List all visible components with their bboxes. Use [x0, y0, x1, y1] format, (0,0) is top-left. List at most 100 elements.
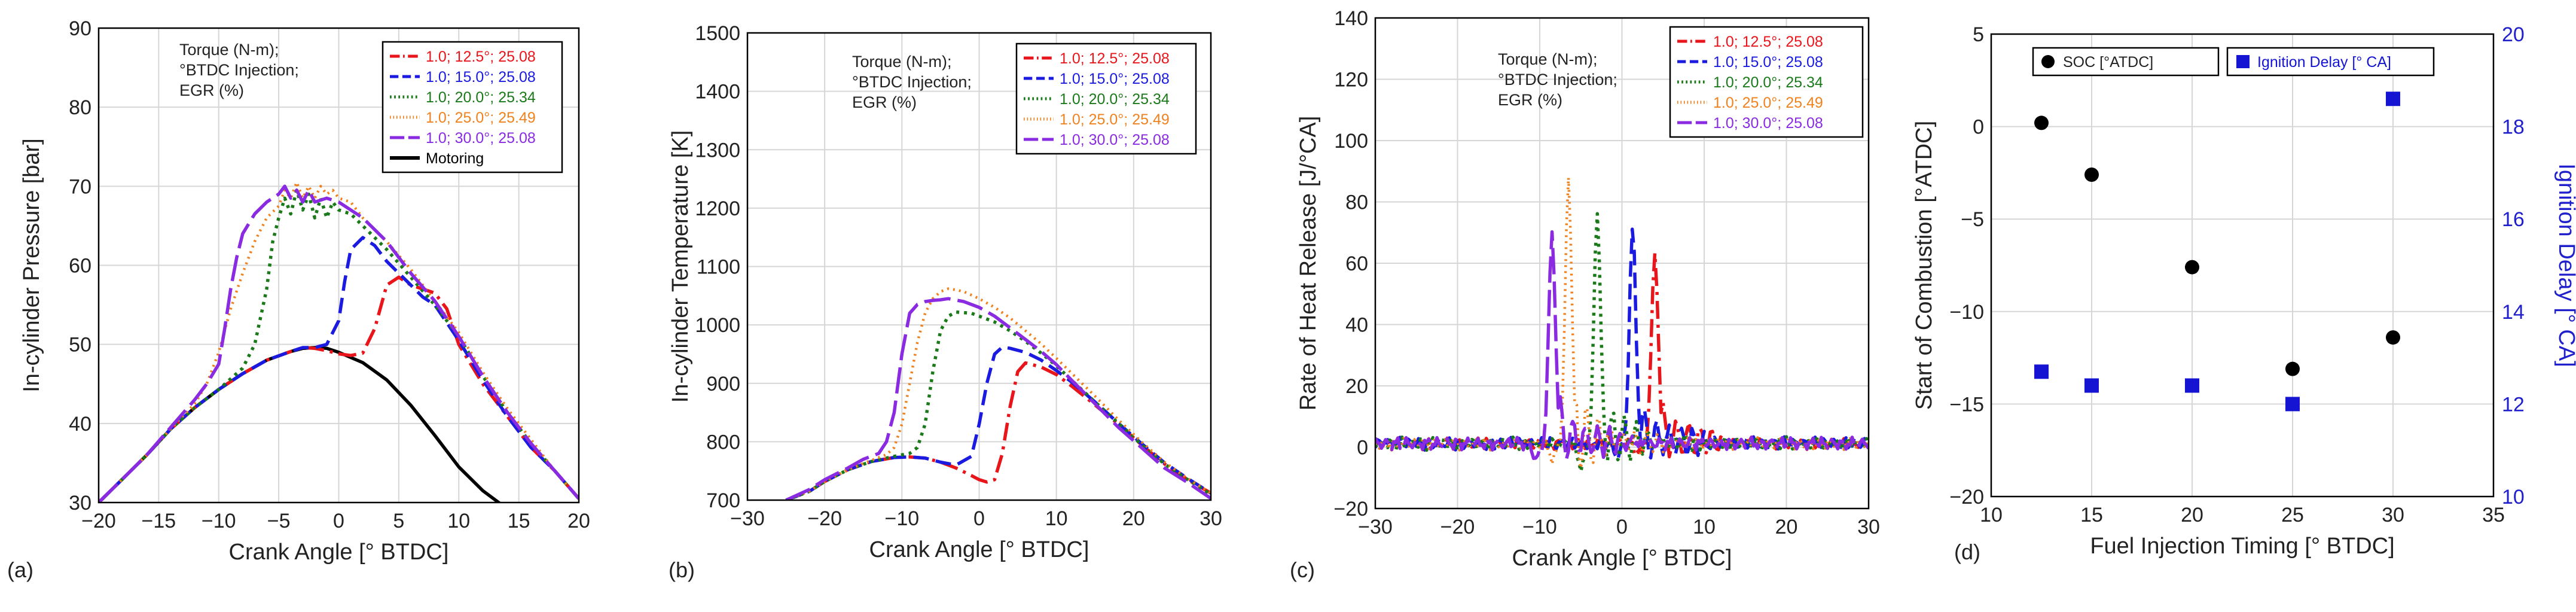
series-line-s125 [99, 275, 579, 503]
x-tick-label: 10 [1045, 507, 1068, 530]
x-tick-label: 30 [1200, 507, 1222, 530]
legend-note-line: Torque (N-m); [1498, 50, 1598, 68]
y-tick-label: 60 [1345, 252, 1368, 275]
panel-label: (a) [7, 558, 33, 582]
legend-label-s125: 1.0; 12.5°; 25.08 [1060, 50, 1170, 67]
x-tick-label: 15 [2080, 504, 2103, 526]
ignition-delay-point [2386, 92, 2400, 106]
legend-label-s125: 1.0; 12.5°; 25.08 [1713, 34, 1823, 50]
series-line-s300 [785, 297, 1211, 500]
x-tick-label: 10 [447, 510, 470, 532]
legend-label-s300: 1.0; 30.0°; 25.08 [1060, 132, 1170, 148]
x-tick-label: 0 [333, 510, 344, 532]
y-axis-label: Start of Combustion [°ATDC] [1912, 121, 1937, 410]
x-axis-label: Crank Angle [° BTDC] [229, 540, 449, 565]
y-tick-label: 40 [69, 413, 91, 436]
y2-axis-label: Ignition Delay [° CA] [2554, 163, 2576, 367]
x-axis-label: Crank Angle [° BTDC] [1512, 546, 1732, 571]
legend-note-line: Torque (N-m); [179, 41, 279, 59]
legend-label-s250: 1.0; 25.0°; 25.49 [426, 109, 536, 126]
y2-tick-label: 18 [2502, 116, 2525, 139]
legend-box-delay [2226, 47, 2435, 77]
y-tick-label: 70 [69, 175, 91, 198]
legend-label-s250: 1.0; 25.0°; 25.49 [1713, 95, 1823, 111]
x-tick-label: 20 [1122, 507, 1145, 530]
y2-tick-label: 10 [2502, 486, 2525, 509]
series-line-s300 [99, 184, 579, 503]
panel-label: (c) [1290, 558, 1315, 582]
y-tick-label: 700 [706, 489, 740, 512]
y-tick-label: 30 [69, 492, 91, 514]
y-tick-label: 80 [69, 96, 91, 119]
x-tick-label: 30 [2382, 504, 2404, 526]
legend-box [381, 41, 563, 173]
y-tick-label: 80 [1345, 191, 1368, 214]
y-tick-label: 1000 [695, 314, 740, 337]
legend-note-line: EGR (%) [179, 81, 244, 99]
legend-note-line: EGR (%) [1498, 91, 1562, 109]
legend-label-delay: Ignition Delay [° CA] [2257, 54, 2391, 71]
x-tick-label: −10 [1522, 516, 1557, 538]
plot-frame [746, 32, 1212, 501]
legend-box [1669, 26, 1864, 138]
y-tick-label: 1300 [695, 139, 740, 162]
legend-note-line: EGR (%) [852, 93, 917, 111]
y-axis-label: In-cylinder Temperature [K] [668, 130, 693, 403]
y-tick-label: 90 [69, 17, 91, 40]
x-tick-label: 20 [1775, 516, 1798, 538]
soc-point [2084, 167, 2099, 182]
plot-frame [97, 27, 580, 504]
x-tick-label: −20 [807, 507, 842, 530]
y-tick-label: 1500 [695, 22, 740, 45]
y-tick-label: 800 [706, 431, 740, 453]
plot-frame [1374, 17, 1870, 510]
y-tick-label: 0 [1357, 437, 1368, 459]
legend-label-s125: 1.0; 12.5°; 25.08 [426, 48, 536, 65]
x-tick-label: 5 [393, 510, 404, 532]
panel-label: (d) [1954, 540, 1980, 564]
ignition-delay-point [2084, 378, 2099, 393]
y2-tick-label: 20 [2502, 23, 2525, 46]
ignition-delay-point [2185, 378, 2199, 393]
series-line-s300 [1375, 230, 1869, 461]
x-tick-label: 10 [1980, 504, 2003, 526]
legend-note-line: °BTDC Injection; [179, 61, 299, 79]
y-tick-label: −20 [1949, 486, 1984, 509]
series-line-s200 [1375, 212, 1869, 473]
series-line-s200 [785, 310, 1211, 500]
y-tick-label: 20 [1345, 375, 1368, 398]
x-axis-label: Crank Angle [° BTDC] [869, 537, 1089, 562]
x-tick-label: 0 [1616, 516, 1628, 538]
y-axis-label: Rate of Heat Release [J/°CA] [1296, 116, 1321, 411]
legend-label-s150: 1.0; 15.0°; 25.08 [1713, 54, 1823, 71]
soc-point [2034, 115, 2049, 130]
x-tick-label: −5 [267, 510, 291, 532]
legend-note-line: °BTDC Injection; [1498, 71, 1617, 89]
x-tick-label: 10 [1693, 516, 1716, 538]
panel-b-temperature-chart: −30 −20 −10 0 10 20 30 700 800 900 1000 1100 1200 130… [668, 22, 1222, 582]
legend-label-s200: 1.0; 20.0°; 25.34 [1713, 74, 1823, 91]
x-tick-label: −15 [142, 510, 176, 532]
x-tick-label: −20 [81, 510, 116, 532]
y-tick-label: 140 [1334, 7, 1368, 30]
ignition-delay-point [2285, 397, 2300, 412]
y-tick-label: 1400 [695, 81, 740, 103]
x-tick-label: −10 [884, 507, 919, 530]
legend-marker-soc [2041, 55, 2055, 68]
soc-point [2185, 260, 2199, 275]
y-tick-label: 120 [1334, 69, 1368, 92]
x-axis-label: Fuel Injection Timing [° BTDC] [2090, 534, 2394, 559]
y2-tick-label: 12 [2502, 393, 2525, 416]
y-tick-label: 60 [69, 255, 91, 278]
y-tick-label: 40 [1345, 314, 1368, 337]
legend-label-s300: 1.0; 30.0°; 25.08 [1713, 115, 1823, 132]
legend-label-s200: 1.0; 20.0°; 25.34 [426, 89, 536, 106]
y2-tick-label: 14 [2502, 301, 2525, 324]
x-tick-label: 0 [973, 507, 985, 530]
soc-point [2386, 330, 2400, 345]
y-tick-label: 100 [1334, 130, 1368, 153]
y-tick-label: 900 [706, 373, 740, 395]
y-tick-label: −5 [1961, 208, 1984, 231]
x-tick-label: 30 [1857, 516, 1880, 538]
legend-note-line: °BTDC Injection; [852, 73, 972, 91]
